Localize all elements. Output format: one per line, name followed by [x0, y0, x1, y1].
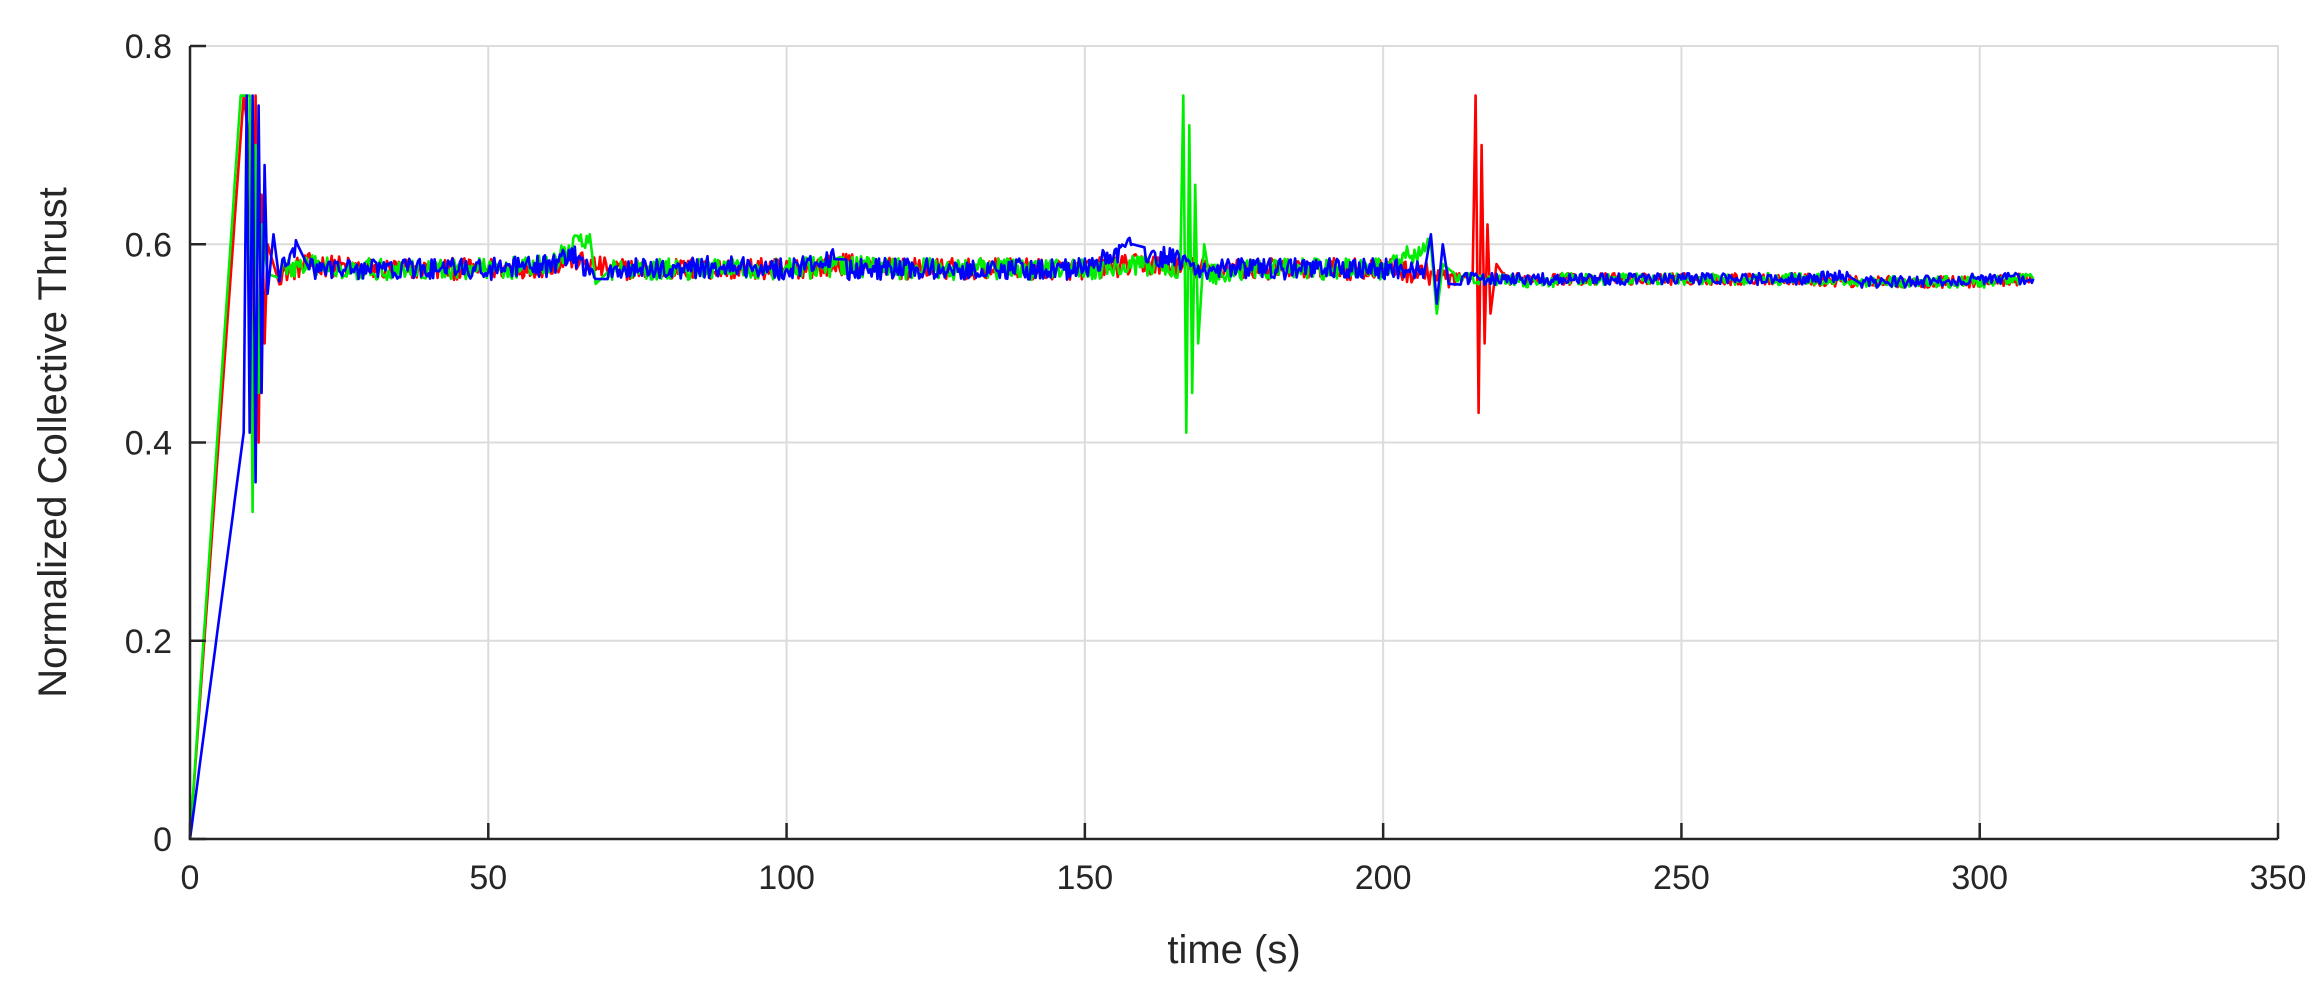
y-tick-label-1: 0.2	[125, 623, 172, 661]
x-tick-label-3: 150	[1056, 859, 1113, 897]
y-tick-label-4: 0.8	[125, 28, 172, 66]
y-axis-label: Normalized Collective Thrust	[31, 187, 75, 698]
series-line-0	[188, 94, 2034, 840]
x-tick-label-5: 250	[1653, 859, 1710, 897]
y-tick-label-2: 0.4	[125, 425, 172, 463]
grid	[190, 45, 2279, 839]
x-tick-label-1: 50	[469, 859, 507, 897]
y-tick-label-0: 0	[153, 821, 172, 859]
series-line-2	[188, 94, 2035, 840]
series-line-1	[188, 94, 2035, 840]
x-tick-label-2: 100	[758, 859, 815, 897]
x-axis-label: time (s)	[1167, 928, 1300, 972]
x-tick-label-7: 350	[2250, 859, 2307, 897]
tick-labels: 0 50 100 150 200 250 300 350 0 0.2 0.4 0.6 0.8	[125, 28, 2307, 897]
x-tick-label-0: 0	[181, 859, 200, 897]
x-tick-label-4: 200	[1355, 859, 1412, 897]
plot-frame	[190, 45, 2279, 839]
x-tick-label-6: 300	[1951, 859, 2008, 897]
series-group	[188, 94, 2035, 840]
y-tick-label-3: 0.6	[125, 226, 172, 264]
axes	[188, 44, 2280, 841]
